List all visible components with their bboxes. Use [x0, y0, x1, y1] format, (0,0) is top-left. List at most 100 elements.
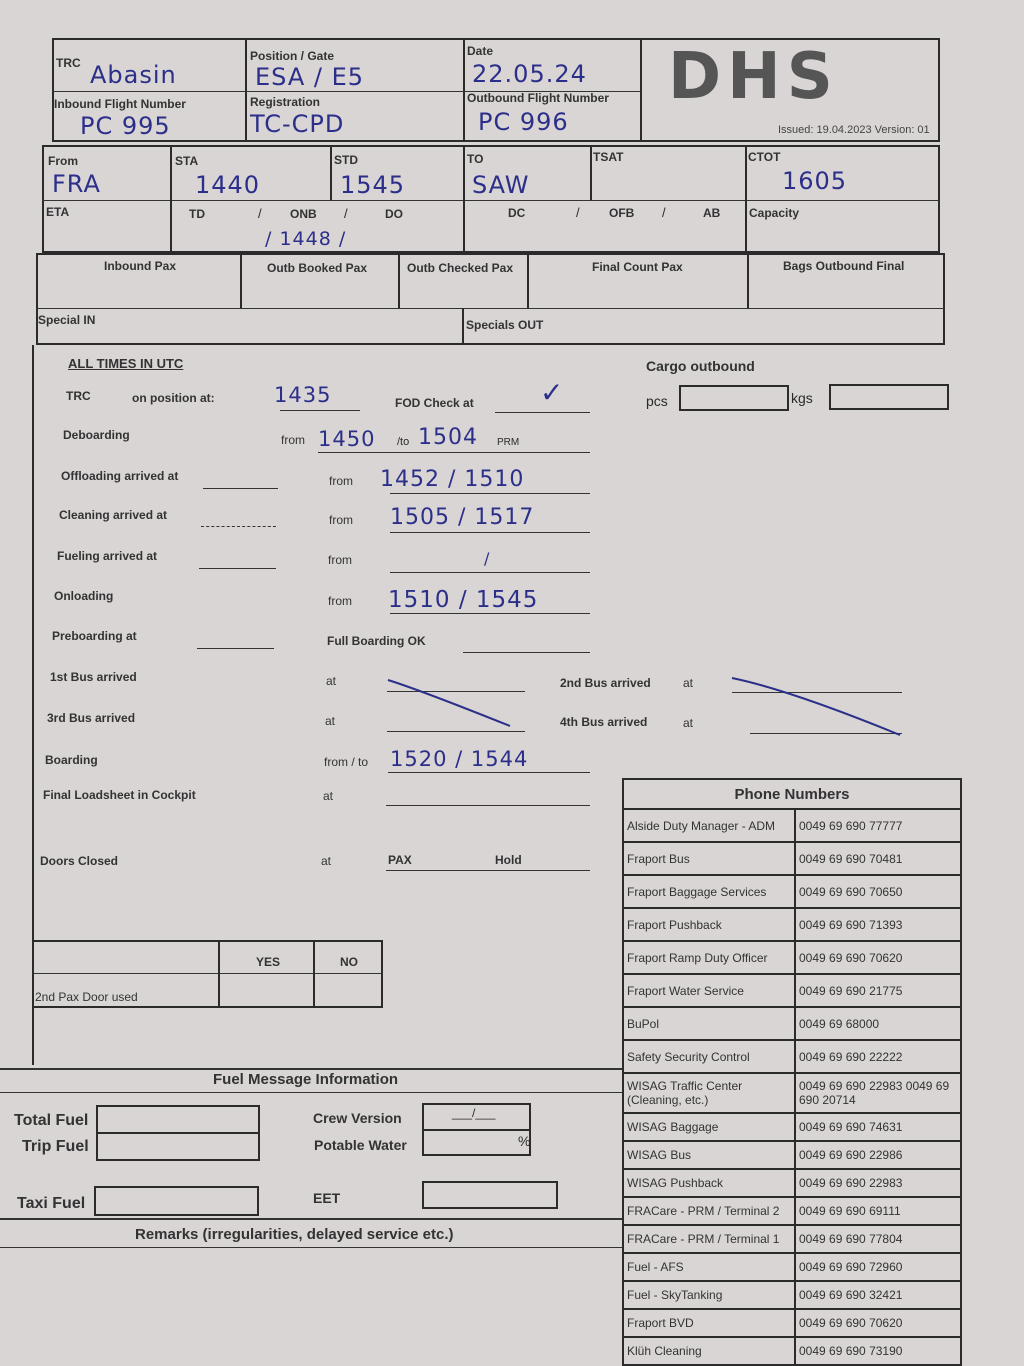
- pax-door-no-cell[interactable]: [313, 973, 383, 1008]
- taxi-fuel-input[interactable]: [94, 1186, 259, 1216]
- eet-label: EET: [313, 1190, 341, 1206]
- divider: [640, 38, 642, 142]
- onloading-value[interactable]: 1510 / 1545: [388, 587, 539, 613]
- doors-closed-label: Doors Closed: [40, 854, 119, 868]
- potable-water-input[interactable]: [422, 1129, 531, 1156]
- potable-water-label: Potable Water: [314, 1137, 407, 1153]
- separator: /: [258, 206, 262, 221]
- divider: [463, 38, 465, 142]
- cargo-title: Cargo outbound: [646, 358, 755, 374]
- phone-number: 0049 69 690 22983 0049 69 690 20714: [794, 1072, 962, 1114]
- cleaning-value[interactable]: 1505 / 1517: [390, 505, 535, 530]
- phone-numbers-table: Phone Numbers Alside Duty Manager - ADM 0…: [622, 778, 962, 1366]
- std-value[interactable]: 1545: [340, 171, 406, 199]
- ctot-value[interactable]: 1605: [782, 167, 848, 195]
- fueling-value[interactable]: /: [484, 549, 491, 568]
- phone-number: 0049 69 68000: [794, 1006, 962, 1041]
- pax-label: PAX: [388, 853, 412, 867]
- loadsheet-label: Final Loadsheet in Cockpit: [43, 788, 196, 802]
- offloading-value[interactable]: 1452 / 1510: [380, 467, 525, 492]
- phone-number: 0049 69 690 70481: [794, 841, 962, 876]
- boarding-value[interactable]: 1520 / 1544: [390, 747, 529, 771]
- phone-contact-name: Fuel - AFS: [622, 1252, 796, 1282]
- underline: [390, 532, 590, 533]
- divider: [32, 973, 383, 974]
- underline: [732, 692, 902, 693]
- issued-version: Issued: 19.04.2023 Version: 01: [778, 124, 930, 136]
- underline: [386, 870, 590, 871]
- std-label: STD: [334, 153, 358, 167]
- phone-number: 0049 69 690 22983: [794, 1168, 962, 1198]
- on-position-label: on position at:: [132, 391, 215, 405]
- phone-contact-name: WISAG Traffic Center (Cleaning, etc.): [622, 1072, 796, 1114]
- underline: [203, 488, 278, 489]
- divider: [463, 145, 465, 253]
- phone-number: 0049 69 690 70620: [794, 1308, 962, 1338]
- bus1-label: 1st Bus arrived: [50, 670, 137, 684]
- trc-pos-label: TRC: [66, 389, 91, 403]
- phone-row: BuPol 0049 69 68000: [622, 1006, 962, 1041]
- at-label: at: [683, 676, 694, 690]
- phone-number: 0049 69 690 74631: [794, 1112, 962, 1142]
- bus3-label: 3rd Bus arrived: [47, 711, 136, 725]
- cargo-kgs-input[interactable]: [829, 384, 949, 410]
- fuel-title: Fuel Message Information: [213, 1071, 399, 1088]
- date-value[interactable]: 22.05.24: [472, 60, 587, 88]
- phone-number: 0049 69 690 70620: [794, 940, 962, 975]
- deboarding-to[interactable]: 1504: [418, 425, 478, 450]
- total-fuel-label: Total Fuel: [14, 1112, 89, 1129]
- ab-label: AB: [703, 206, 721, 220]
- phone-contact-name: Fraport Baggage Services: [622, 874, 796, 909]
- phone-contact-name: BuPol: [622, 1006, 796, 1041]
- pax-door-yes-cell[interactable]: [218, 973, 315, 1008]
- phone-contact-name: Fraport Ramp Duty Officer: [622, 940, 796, 975]
- do-label: DO: [385, 207, 403, 221]
- divider: [245, 38, 247, 142]
- no-label: NO: [340, 955, 358, 969]
- phone-contact-name: FRACare - PRM / Terminal 2: [622, 1196, 796, 1226]
- ofb-label: OFB: [609, 206, 635, 220]
- kgs-label: kgs: [791, 390, 813, 406]
- to-label: TO: [467, 152, 484, 166]
- fod-check-label: FOD Check at: [395, 396, 474, 410]
- fueling-label: Fueling arrived at: [57, 549, 158, 563]
- onb-value[interactable]: / 1448 /: [265, 228, 347, 250]
- phone-number: 0049 69 690 77777: [794, 808, 962, 843]
- underline: [387, 691, 525, 692]
- phone-row: Fraport Ramp Duty Officer 0049 69 690 706…: [622, 940, 962, 975]
- divider: [590, 145, 592, 200]
- from-label: from: [328, 553, 352, 567]
- pax-door-table: [32, 940, 383, 1008]
- to-value[interactable]: SAW: [472, 171, 530, 199]
- hold-label: Hold: [495, 853, 522, 867]
- phone-row: Klüh Cleaning 0049 69 690 73190: [622, 1336, 962, 1366]
- position-value[interactable]: ESA / E5: [255, 63, 365, 91]
- registration-value[interactable]: TC-CPD: [250, 110, 345, 138]
- sta-value[interactable]: 1440: [195, 171, 261, 199]
- trip-fuel-input[interactable]: [96, 1132, 260, 1161]
- registration-label: Registration: [250, 95, 321, 109]
- from-value[interactable]: FRA: [52, 170, 101, 198]
- total-fuel-input[interactable]: [96, 1105, 260, 1134]
- full-boarding-label: Full Boarding OK: [327, 634, 426, 648]
- fod-check-value[interactable]: ✓: [540, 376, 565, 409]
- phone-row: Fraport Baggage Services 0049 69 690 7065…: [622, 874, 962, 909]
- trc-value[interactable]: Abasin: [90, 61, 177, 89]
- onb-label: ONB: [290, 207, 317, 221]
- phone-contact-name: FRACare - PRM / Terminal 1: [622, 1224, 796, 1254]
- td-label: TD: [189, 207, 205, 221]
- prm-label: PRM: [497, 437, 520, 448]
- phone-number: 0049 69 690 32421: [794, 1280, 962, 1310]
- trip-fuel-label: Trip Fuel: [22, 1138, 89, 1155]
- phone-contact-name: Fraport Bus: [622, 841, 796, 876]
- deboarding-from[interactable]: 1450: [318, 427, 376, 451]
- outbound-flight-value[interactable]: PC 996: [478, 108, 569, 136]
- underline: [387, 731, 525, 732]
- underline: [750, 733, 902, 734]
- on-position-value[interactable]: 1435: [274, 383, 332, 407]
- eet-input[interactable]: [422, 1181, 558, 1209]
- remarks-label: Remarks (irregularities, delayed service…: [135, 1226, 454, 1243]
- cleaning-label: Cleaning arrived at: [59, 508, 168, 522]
- cargo-pcs-input[interactable]: [679, 385, 789, 411]
- inbound-flight-value[interactable]: PC 995: [80, 112, 171, 140]
